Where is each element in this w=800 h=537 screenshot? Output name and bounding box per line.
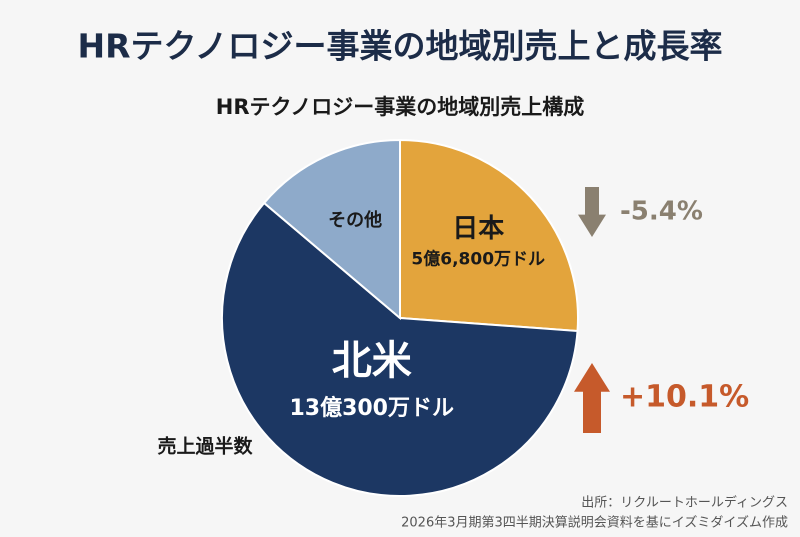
growth-label: -5.4% — [620, 197, 703, 227]
slice-label: 日本 — [452, 214, 504, 244]
chart-subtitle: HRテクノロジー事業の地域別売上構成 — [216, 95, 584, 119]
source: 2026年3月期第3四半期決算説明会資料を基にイズミダイズム作成 — [401, 515, 788, 531]
growth-label: +10.1% — [620, 380, 749, 415]
annotation: 売上過半数 — [157, 435, 253, 458]
pie-slice — [221, 201, 579, 497]
source: 出所：リクルートホールディングス — [581, 495, 788, 511]
growth-arrow — [574, 363, 610, 433]
slice-label: その他 — [328, 209, 382, 231]
slice-label: 北米 — [332, 338, 412, 384]
chart-title: HRテクノロジー事業の地域別売上と成長率 — [77, 27, 722, 66]
value-label: 13億300万ドル — [289, 395, 454, 421]
growth-arrow — [578, 187, 606, 237]
pie-slice — [399, 138, 579, 333]
value-label: 5億6,800万ドル — [411, 249, 545, 270]
pie-slice — [262, 138, 401, 321]
